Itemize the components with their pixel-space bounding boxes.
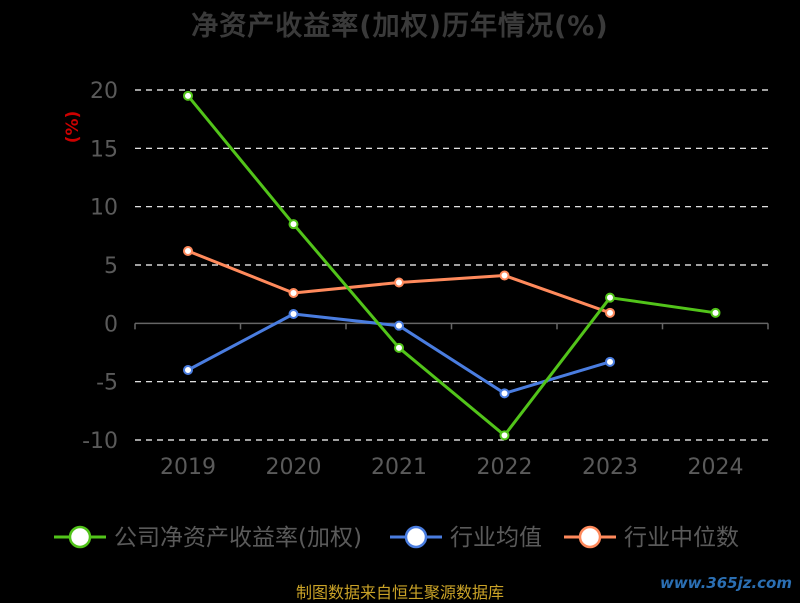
data-point xyxy=(394,277,404,288)
data-point xyxy=(499,388,510,399)
axes xyxy=(134,322,769,330)
grid-lines xyxy=(135,89,768,441)
legend-marker xyxy=(404,525,428,549)
data-point xyxy=(183,246,193,256)
x-tick-label: 2021 xyxy=(371,455,427,480)
data-point xyxy=(710,307,721,318)
legend-label: 行业中位数 xyxy=(624,525,739,551)
data-point xyxy=(394,342,404,353)
data-point xyxy=(499,270,510,281)
y-tick-label: 5 xyxy=(104,254,118,279)
x-tick-labels: 2019 2020 2021 2022 2023 2024 xyxy=(160,455,744,480)
x-tick-label: 2023 xyxy=(582,455,638,480)
legend-marker xyxy=(68,525,92,549)
y-tick-label: -10 xyxy=(82,429,118,454)
y-tick-label: 0 xyxy=(104,312,118,337)
x-tick-label: 2024 xyxy=(688,455,744,480)
source-note: 制图数据来自恒生聚源数据库 xyxy=(295,583,504,602)
legend: 公司净资产收益率(加权) 行业均值 行业中位数 xyxy=(54,525,739,551)
data-point xyxy=(183,365,193,375)
legend-label: 行业均值 xyxy=(450,525,542,551)
watermark: www.365jz.com xyxy=(659,574,792,592)
x-tick-label: 2020 xyxy=(266,455,322,480)
y-tick-label: 10 xyxy=(90,196,118,221)
data-point xyxy=(394,320,404,331)
y-tick-label: -5 xyxy=(96,371,118,396)
data-point xyxy=(288,219,299,230)
data-point xyxy=(288,309,299,319)
chart-title: 净资产收益率(加权)历年情况(%) xyxy=(191,11,609,42)
series xyxy=(183,90,721,441)
x-tick-label: 2022 xyxy=(477,455,533,480)
data-point xyxy=(499,430,510,441)
data-point xyxy=(605,356,615,367)
legend-label: 公司净资产收益率(加权) xyxy=(114,525,362,551)
data-point xyxy=(183,90,193,101)
y-tick-labels: 20 15 10 5 0 -5 -10 xyxy=(82,79,118,454)
y-tick-label: 15 xyxy=(90,137,118,162)
data-point xyxy=(605,292,615,303)
legend-marker xyxy=(578,525,602,549)
data-point xyxy=(288,288,299,298)
series-line xyxy=(186,94,717,437)
x-tick-label: 2019 xyxy=(160,455,216,480)
y-axis-label: (%) xyxy=(63,111,83,144)
y-tick-label: 20 xyxy=(90,79,118,104)
data-point xyxy=(605,307,615,318)
